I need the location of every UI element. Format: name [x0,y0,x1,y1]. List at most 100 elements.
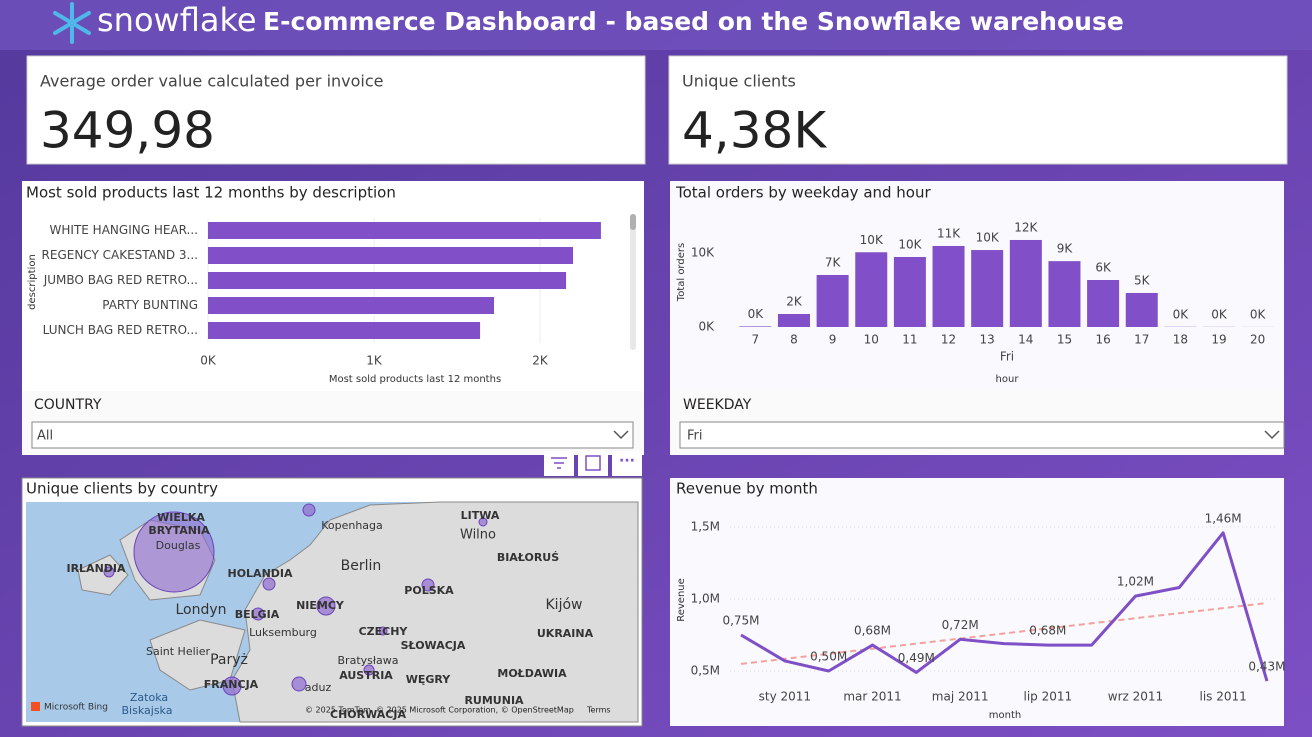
map-label: Zatoka [130,691,168,704]
chart-title: Revenue by month [676,480,818,498]
data-label: 9K [1057,242,1074,256]
map-label: IRLANDIA [66,562,126,575]
y-tick-label: LUNCH BAG RED RETRO... [43,323,198,337]
map-label: BRYTANIA [148,524,210,537]
data-label: 10K [860,233,884,247]
y-tick-label: JUMBO BAG RED RETRO... [43,273,198,287]
map-label: AUSTRIA [339,669,393,682]
x-tick-label: 12 [941,333,956,347]
x-axis-label: month [989,710,1021,721]
bubble [251,607,265,621]
chevron [613,430,629,440]
terms-link[interactable]: Terms [586,706,611,715]
x-tick-label: 16 [1095,333,1110,347]
map-label: FRANCJA [204,678,259,691]
kpi-label: Unique clients [682,72,796,91]
scroll-thumb [630,214,636,230]
bubble [133,511,215,593]
map-label: Wilno [460,528,496,543]
trend-line [740,602,1268,665]
x-tick-label: 2K [532,354,549,368]
revenue-line [740,531,1269,682]
x-tick-label: lip 2011 [1023,690,1072,704]
map-label: Paryż [210,652,248,668]
chart-title: Total orders by weekday and hour [675,184,931,202]
dropdown-value: All [37,429,53,444]
bar [1009,239,1042,327]
bar [208,272,567,289]
x-tick-label: 14 [1018,333,1033,347]
map-label: CZECHY [359,625,409,638]
x-tick-label: 20 [1250,333,1265,347]
bubble [291,676,307,692]
y-tick-label: 0K [698,320,715,334]
map-label: aduz [305,681,332,694]
chart-title: Most sold products last 12 months by des… [26,184,396,202]
x-tick-label: 18 [1173,333,1188,347]
y-tick-label: 0,5M [691,663,720,677]
y-axis-label: description [27,254,38,310]
x-tick-label: 7 [752,333,760,347]
page-title: E-commerce Dashboard - based on the Snow… [263,7,1124,36]
data-label: 10K [976,231,1000,245]
kpi-label: Average order value calculated per invoi… [40,72,384,91]
x-tick-label: mar 2011 [843,690,901,704]
x-tick-label: 8 [790,333,798,347]
x-tick-label: 0K [200,354,217,368]
data-label: 0K [1211,307,1228,321]
bing-logo [31,702,40,711]
data-label: 12K [1014,220,1038,234]
panel [670,478,1284,726]
y-axis-label: Total orders [676,243,687,302]
dropdown[interactable] [679,421,1285,449]
map-label: UKRAINA [537,627,594,640]
dropdown-value: Fri [687,429,703,444]
x-axis-subtitle: Fri [1000,350,1014,364]
logo-text: snowflake [97,1,257,39]
x-tick-label: lis 2011 [1199,690,1246,704]
dropdown[interactable] [31,421,634,449]
chevron [1264,430,1280,440]
land [231,501,639,723]
slicer-label: COUNTRY [34,397,102,413]
bubble [421,578,435,592]
data-label: 0K [1173,307,1190,321]
map-label: Saint Helier [146,645,210,658]
x-tick-label: 13 [980,333,995,347]
bar [893,256,926,327]
bar [777,313,810,327]
y-tick-label: PARTY BUNTING [102,298,198,312]
x-tick-label: maj 2011 [932,690,989,704]
x-tick-label: 9 [829,333,837,347]
bar [855,252,888,327]
scrollbar [630,214,636,350]
bar [208,297,495,314]
map-label: Bratysława [338,654,399,667]
x-tick-label: 19 [1211,333,1226,347]
y-tick-label: REGENCY CAKESTAND 3... [42,248,198,262]
data-label: 0,68M [854,624,891,638]
map-label: LITWA [461,509,500,522]
map-label: BIAŁORUŚ [497,551,559,564]
map-label: RUMUNIA [464,694,524,707]
focus-icon [585,455,601,471]
map-label: Kijów [546,597,583,613]
focus-button[interactable] [578,451,608,476]
data-label: 0,50M [810,649,847,663]
map-label: WĘGRY [406,673,452,686]
more-button[interactable] [612,451,642,476]
x-tick-label: 17 [1134,333,1149,347]
logo-icon [53,2,91,44]
data-label: 5K [1134,273,1151,287]
map-label: NIEMCY [296,599,345,612]
y-tick-label: 10K [691,246,715,260]
map-label: MOŁDAWIA [497,667,567,680]
data-label: 1,46M [1205,511,1242,525]
map-label: WIELKA [157,511,205,524]
data-label: 0K [1250,307,1267,321]
x-axis-label: hour [996,374,1020,385]
x-tick-label: 1K [366,354,383,368]
bubble [262,577,276,591]
y-axis-label: Revenue [676,578,687,622]
bar [816,274,849,327]
